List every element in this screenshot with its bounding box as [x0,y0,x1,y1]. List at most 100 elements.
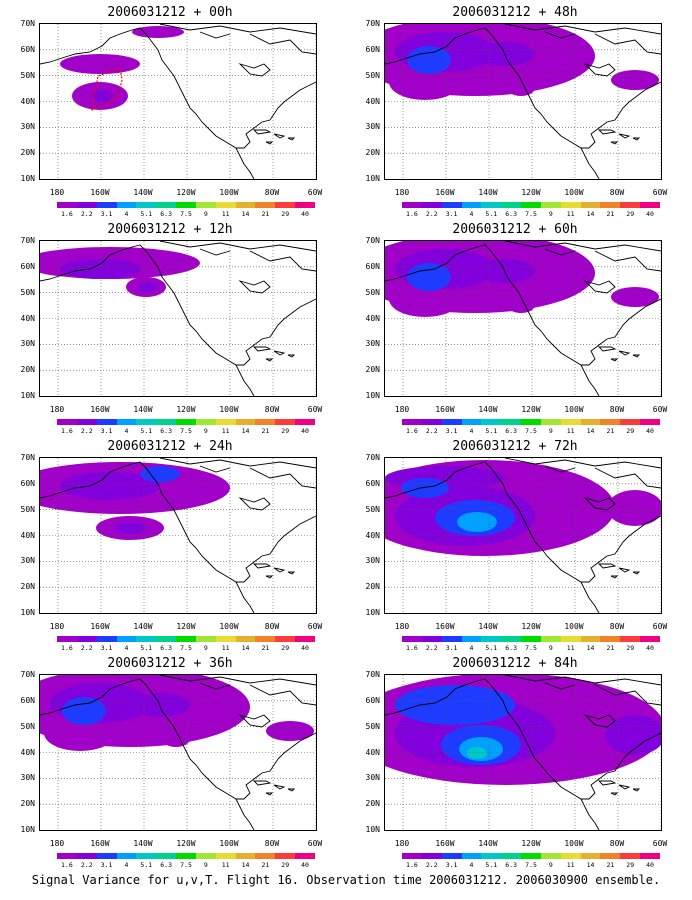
color-scale-swatch [235,202,256,208]
scale-label: 14 [241,861,250,869]
scale-label: 1.6 [406,644,418,652]
scale-label: 2.2 [425,644,438,652]
color-scale-swatch [540,636,561,642]
variance-map-svg [385,241,661,396]
latitude-tick-label: 30N [365,339,380,349]
coastline [235,364,255,396]
coastline [252,563,272,569]
longitude-tick-label: 80W [609,622,625,631]
color-scale-swatch [501,419,522,425]
color-scale-swatch [176,853,196,859]
panel-title: 2006031212 + 36h [107,656,233,671]
coastline [199,465,231,473]
variance-contour-purple [389,64,461,100]
coastline [632,788,641,792]
scale-label: 4 [124,427,129,435]
scale-label: 5.1 [485,644,498,652]
coastline [249,467,316,489]
color-scale-swatch [521,636,541,642]
longitude-tick-label: 180 [49,839,65,848]
longitude-tick-label: 180 [394,405,410,414]
coastline [597,563,617,569]
coastline [580,364,600,396]
longitude-tick-label: 60W [652,839,668,848]
scale-label: 2.2 [425,427,438,435]
color-scale-swatch [421,853,442,859]
variance-map-svg [385,458,661,613]
color-scale-bar [402,636,660,642]
coastline [632,354,641,358]
coastline [580,147,600,179]
latitude-tick-label: 30N [365,773,380,783]
color-scale-swatch [402,636,422,642]
coastline [583,497,616,511]
color-scale-swatch [76,419,97,425]
coastline [249,684,316,706]
coastline [594,684,661,706]
color-scale-swatch [57,419,77,425]
scale-label: 2.2 [80,427,93,435]
longitude-tick-label: 60W [652,405,668,414]
latitude-tick-label: 10N [20,174,35,183]
scale-label: 21 [261,210,270,218]
color-scale-swatch [116,419,137,425]
color-scale-swatch [255,202,276,208]
color-scale-swatch [461,202,482,208]
latitude-tick-label: 20N [20,799,35,809]
color-scale-swatch [600,853,621,859]
scale-label: 11 [566,427,575,435]
color-scale-swatch [560,202,581,208]
latitude-tick-label: 70N [20,670,35,679]
longitude-tick-label: 140W [478,405,498,414]
variance-contour-blue [407,263,451,291]
color-scale-swatch [275,419,296,425]
color-scale-swatch [96,419,117,425]
coastline [385,27,661,149]
longitude-tick-label: 180 [394,839,410,848]
color-scale-swatch [560,636,581,642]
variance-contour-blue [62,697,106,725]
color-scale-bar [57,202,315,208]
scale-label: 1.6 [61,644,73,652]
color-scale-swatch [235,419,256,425]
map-panel: 2006031212 + 48h 70N 60N 50N 40N 30N 20N 10N 180… [350,5,680,218]
color-scale-swatch [501,202,522,208]
coastline [618,350,631,356]
variance-contour-violet [92,90,112,102]
longitude-tick-label: 80W [609,188,625,197]
longitude-tick-label: 120W [176,622,196,631]
latitude-tick-label: 60N [20,695,35,705]
scale-label: 11 [566,861,575,869]
longitude-tick-label: 80W [609,405,625,414]
variance-contour-purple [266,721,314,741]
coastline [40,461,316,583]
color-scale-swatch [600,419,621,425]
coastline [544,682,576,690]
scale-label: 5.1 [140,861,153,869]
longitude-tick-label: 160W [90,622,110,631]
map-plot-area [39,674,317,831]
coastline [238,714,271,728]
scale-label: 7.5 [525,644,537,652]
scale-label: 2.2 [80,210,93,218]
color-scale-swatch [116,853,137,859]
coastline [40,244,316,366]
scale-label: 21 [606,861,615,869]
longitude-tick-label: 180 [394,188,410,197]
variance-map-svg [40,458,316,613]
latitude-tick-label: 70N [20,19,35,28]
scale-label: 14 [586,427,595,435]
scale-label: 11 [221,427,230,435]
latitude-tick-label: 30N [20,122,35,132]
color-scale-swatch [481,419,502,425]
color-scale-swatch [501,636,522,642]
scale-label: 4 [469,427,474,435]
scale-label: 40 [646,427,654,435]
coastline [287,354,296,358]
longitude-tick-label: 120W [521,839,541,848]
coastline [544,465,576,473]
color-scale-swatch [96,202,117,208]
color-scale-swatch [600,202,621,208]
coastline [199,682,231,690]
color-scale-swatch [620,202,641,208]
